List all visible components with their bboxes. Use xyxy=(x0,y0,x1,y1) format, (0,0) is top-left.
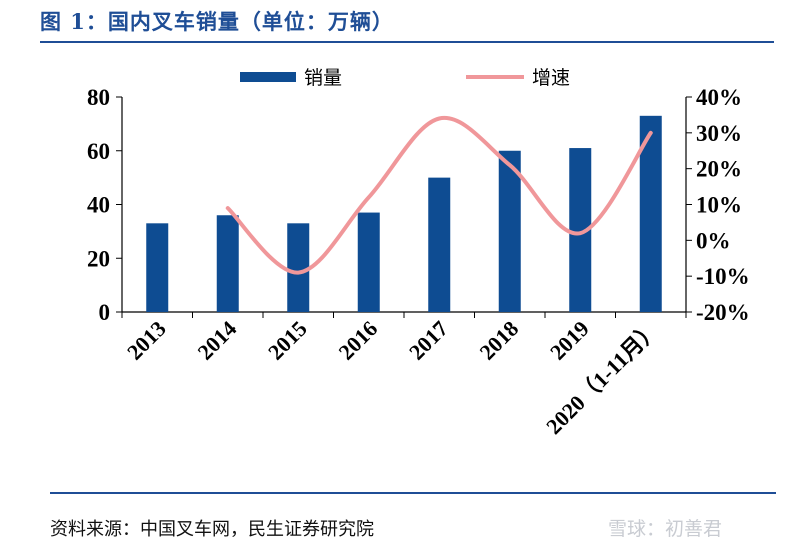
right-tick-label: 0% xyxy=(696,228,731,253)
right-tick-label: -10% xyxy=(696,264,750,289)
x-tick-label: 2015 xyxy=(263,316,312,365)
left-tick-label: 40 xyxy=(87,193,110,218)
sales-bar xyxy=(146,223,169,312)
sales-bar xyxy=(639,115,662,312)
x-tick-label: 2014 xyxy=(192,316,241,365)
x-tick-label: 2016 xyxy=(333,316,382,365)
legend-label-growth: 增速 xyxy=(532,67,570,89)
sales-bar xyxy=(428,177,451,312)
left-tick-label: 0 xyxy=(99,300,111,325)
footer-divider xyxy=(50,492,776,494)
sales-bar xyxy=(498,150,521,312)
left-tick-label: 60 xyxy=(87,139,110,164)
growth-line xyxy=(225,115,653,275)
x-tick-label: 2013 xyxy=(122,316,171,365)
right-tick-label: -20% xyxy=(696,300,750,325)
source-note: 资料来源：中国叉车网，民生证券研究院 xyxy=(50,519,374,540)
sales-bar xyxy=(357,212,380,312)
sales-bar xyxy=(287,223,310,312)
right-tick-label: 20% xyxy=(696,157,742,182)
sales-chart: 0 20 40 60 80 -20% -10% 0% 10% 20% 30% 40% 2013 201… xyxy=(87,67,750,439)
figure-title: 图 1：国内叉车销量（单位：万辆） xyxy=(40,9,394,34)
legend-swatch-sales xyxy=(240,72,296,82)
left-tick-label: 80 xyxy=(87,85,110,110)
sales-bars xyxy=(146,115,662,312)
right-tick-label: 10% xyxy=(696,193,742,218)
sales-bar xyxy=(216,215,239,312)
legend-label-sales: 销量 xyxy=(304,67,342,89)
chart-legend: 销量 增速 xyxy=(240,67,570,89)
watermark: 雪球：初善君 xyxy=(608,518,723,540)
x-tick-label: 2018 xyxy=(474,316,523,365)
right-tick-label: 40% xyxy=(696,85,742,110)
left-axis-ticks: 0 20 40 60 80 xyxy=(87,85,122,325)
x-tick-label: 2019 xyxy=(545,316,594,365)
title-divider xyxy=(40,41,774,43)
left-tick-label: 20 xyxy=(87,246,110,271)
right-axis-ticks: -20% -10% 0% 10% 20% 30% 40% xyxy=(686,85,750,325)
x-tick-label: 2017 xyxy=(404,316,453,365)
chart-axes xyxy=(121,97,687,318)
right-tick-label: 30% xyxy=(696,121,742,146)
sales-bar xyxy=(569,148,592,312)
